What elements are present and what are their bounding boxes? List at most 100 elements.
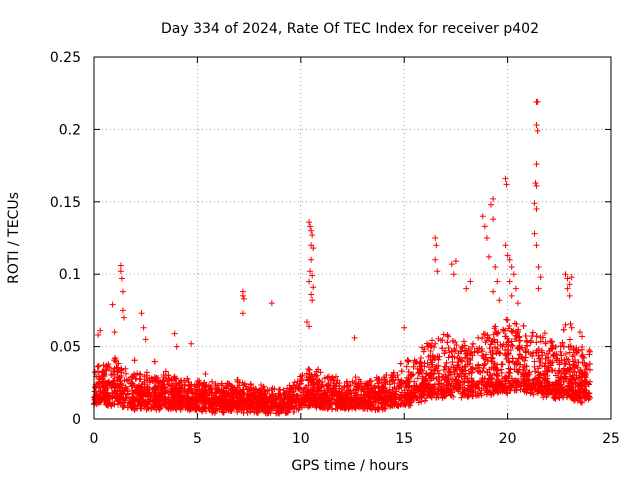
roti-point (504, 317, 511, 324)
roti-point (526, 385, 533, 392)
roti-point (458, 344, 465, 351)
roti-point (435, 373, 442, 380)
roti-point (347, 390, 354, 397)
roti-point (394, 371, 401, 378)
roti-point (478, 346, 485, 353)
roti-point (203, 395, 210, 402)
roti-point (536, 363, 543, 370)
roti-point (165, 375, 172, 382)
roti-point (503, 389, 510, 396)
roti-point (554, 388, 561, 395)
data-points (91, 98, 594, 417)
roti-point (507, 384, 514, 391)
roti-point (118, 384, 125, 391)
roti-point (290, 388, 297, 395)
roti-point (405, 402, 412, 409)
roti-point (397, 360, 404, 367)
roti-point (408, 372, 415, 379)
roti-point (464, 361, 471, 368)
roti-point (492, 323, 499, 330)
roti-point (334, 405, 341, 412)
roti-point (95, 362, 102, 369)
roti-point (540, 394, 547, 401)
roti-point (177, 379, 184, 386)
roti-point (503, 355, 510, 362)
roti-point (131, 371, 138, 378)
roti-point (467, 355, 474, 362)
roti-point (552, 391, 559, 398)
roti-point (430, 370, 437, 377)
roti-point (527, 390, 534, 397)
roti-point (439, 394, 446, 401)
roti-point (248, 404, 255, 411)
roti-point (449, 337, 456, 344)
roti-point (448, 348, 455, 355)
roti-point (462, 350, 469, 357)
roti-point (571, 363, 578, 370)
roti-point (102, 379, 109, 386)
roti-point (453, 342, 460, 349)
roti-point (113, 392, 120, 399)
roti-point (209, 403, 216, 410)
roti-point (108, 368, 115, 375)
roti-point (486, 366, 493, 373)
roti-point (315, 384, 322, 391)
roti-point (487, 371, 494, 378)
roti-point (506, 359, 513, 366)
roti-point (460, 338, 467, 345)
roti-point (459, 389, 466, 396)
roti-point (567, 320, 574, 327)
roti-point (477, 369, 484, 376)
roti-point (533, 339, 540, 346)
roti-point (242, 380, 249, 387)
roti-point (422, 397, 429, 404)
roti-point (458, 394, 465, 401)
roti-point (395, 385, 402, 392)
roti-point (455, 373, 462, 380)
roti-point (156, 379, 163, 386)
roti-point (435, 335, 442, 342)
roti-point (218, 380, 225, 387)
roti-point (556, 357, 563, 364)
roti-point (381, 378, 388, 385)
roti-point (562, 375, 569, 382)
roti-point (443, 375, 450, 382)
roti-point (296, 381, 303, 388)
roti-point (421, 385, 428, 392)
roti-point (285, 394, 292, 401)
roti-point (379, 404, 386, 411)
roti-point (498, 380, 505, 387)
roti-point (517, 386, 524, 393)
roti-point (520, 386, 527, 393)
roti-point (111, 401, 118, 408)
roti-point (469, 352, 476, 359)
roti-point (577, 367, 584, 374)
roti-point (221, 404, 228, 411)
roti-point (100, 362, 107, 369)
roti-point (515, 355, 522, 362)
roti-point (483, 337, 490, 344)
roti-point (95, 368, 102, 375)
roti-point (538, 387, 545, 394)
roti-point (531, 358, 538, 365)
roti-point (471, 348, 478, 355)
roti-point (196, 380, 203, 387)
roti-point (282, 409, 289, 416)
roti-point (579, 344, 586, 351)
roti-point (568, 377, 575, 384)
roti-point (91, 388, 98, 395)
roti-point (165, 405, 172, 412)
roti-point (531, 376, 538, 383)
roti-point (484, 388, 491, 395)
roti-point (538, 347, 545, 354)
roti-point (509, 355, 516, 362)
roti-point (420, 348, 427, 355)
roti-point (482, 356, 489, 363)
roti-point (165, 372, 172, 379)
roti-point (556, 394, 563, 401)
roti-point (532, 368, 539, 375)
roti-point (291, 379, 298, 386)
roti-point (481, 360, 488, 367)
roti-point (193, 385, 200, 392)
roti-point (470, 389, 477, 396)
